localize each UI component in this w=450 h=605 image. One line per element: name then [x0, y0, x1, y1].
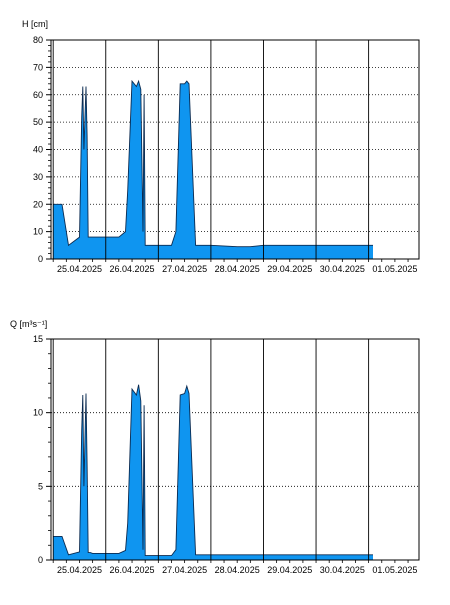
x-tick-label: 26.04.2025	[110, 565, 155, 575]
x-tick-label: 28.04.2025	[215, 565, 260, 575]
y-tick-label: 30	[33, 172, 43, 182]
x-tick-label: 01.05.2025	[372, 565, 417, 575]
x-tick-label: 30.04.2025	[320, 264, 365, 274]
series-area	[53, 81, 373, 259]
x-tick-label: 27.04.2025	[162, 264, 207, 274]
x-tick-label: 29.04.2025	[267, 264, 312, 274]
y-tick-label: 5	[38, 481, 43, 491]
y-tick-label: 10	[33, 227, 43, 237]
series-line	[53, 384, 373, 557]
water-level-chart: 0 10 20 30 40 50 60 70 80 25.04.2025 26.04.2025 27.…	[22, 19, 420, 274]
y-tick-label: 0	[38, 555, 43, 565]
y-tick-label: 60	[33, 90, 43, 100]
series-line	[53, 79, 373, 248]
x-tick-label: 29.04.2025	[267, 565, 312, 575]
y-tick-label: 80	[33, 35, 43, 45]
y-tick-label: 70	[33, 62, 43, 72]
y-axis-label: H [cm]	[22, 19, 48, 29]
series-area	[53, 384, 373, 560]
x-tick-label: 27.04.2025	[162, 565, 207, 575]
plot-frame	[50, 39, 420, 260]
y-tick-label: 10	[33, 408, 43, 418]
x-tick-label: 25.04.2025	[57, 264, 102, 274]
x-tick-label: 01.05.2025	[372, 264, 417, 274]
x-tick-label: 30.04.2025	[320, 565, 365, 575]
y-tick-label: 50	[33, 117, 43, 127]
plot-frame	[50, 338, 420, 561]
x-tick-label: 25.04.2025	[57, 565, 102, 575]
y-tick-label: 0	[38, 254, 43, 264]
x-tick-label: 28.04.2025	[215, 264, 260, 274]
y-tick-label: 15	[33, 334, 43, 344]
y-tick-label: 40	[33, 145, 43, 155]
x-tick-label: 26.04.2025	[110, 264, 155, 274]
y-tick-label: 20	[33, 199, 43, 209]
y-axis-label: Q [m³s⁻¹]	[10, 319, 47, 329]
discharge-chart: 0 5 10 15 25.04.2025 26.04.2025 27.04.2025 28.0…	[10, 319, 420, 575]
